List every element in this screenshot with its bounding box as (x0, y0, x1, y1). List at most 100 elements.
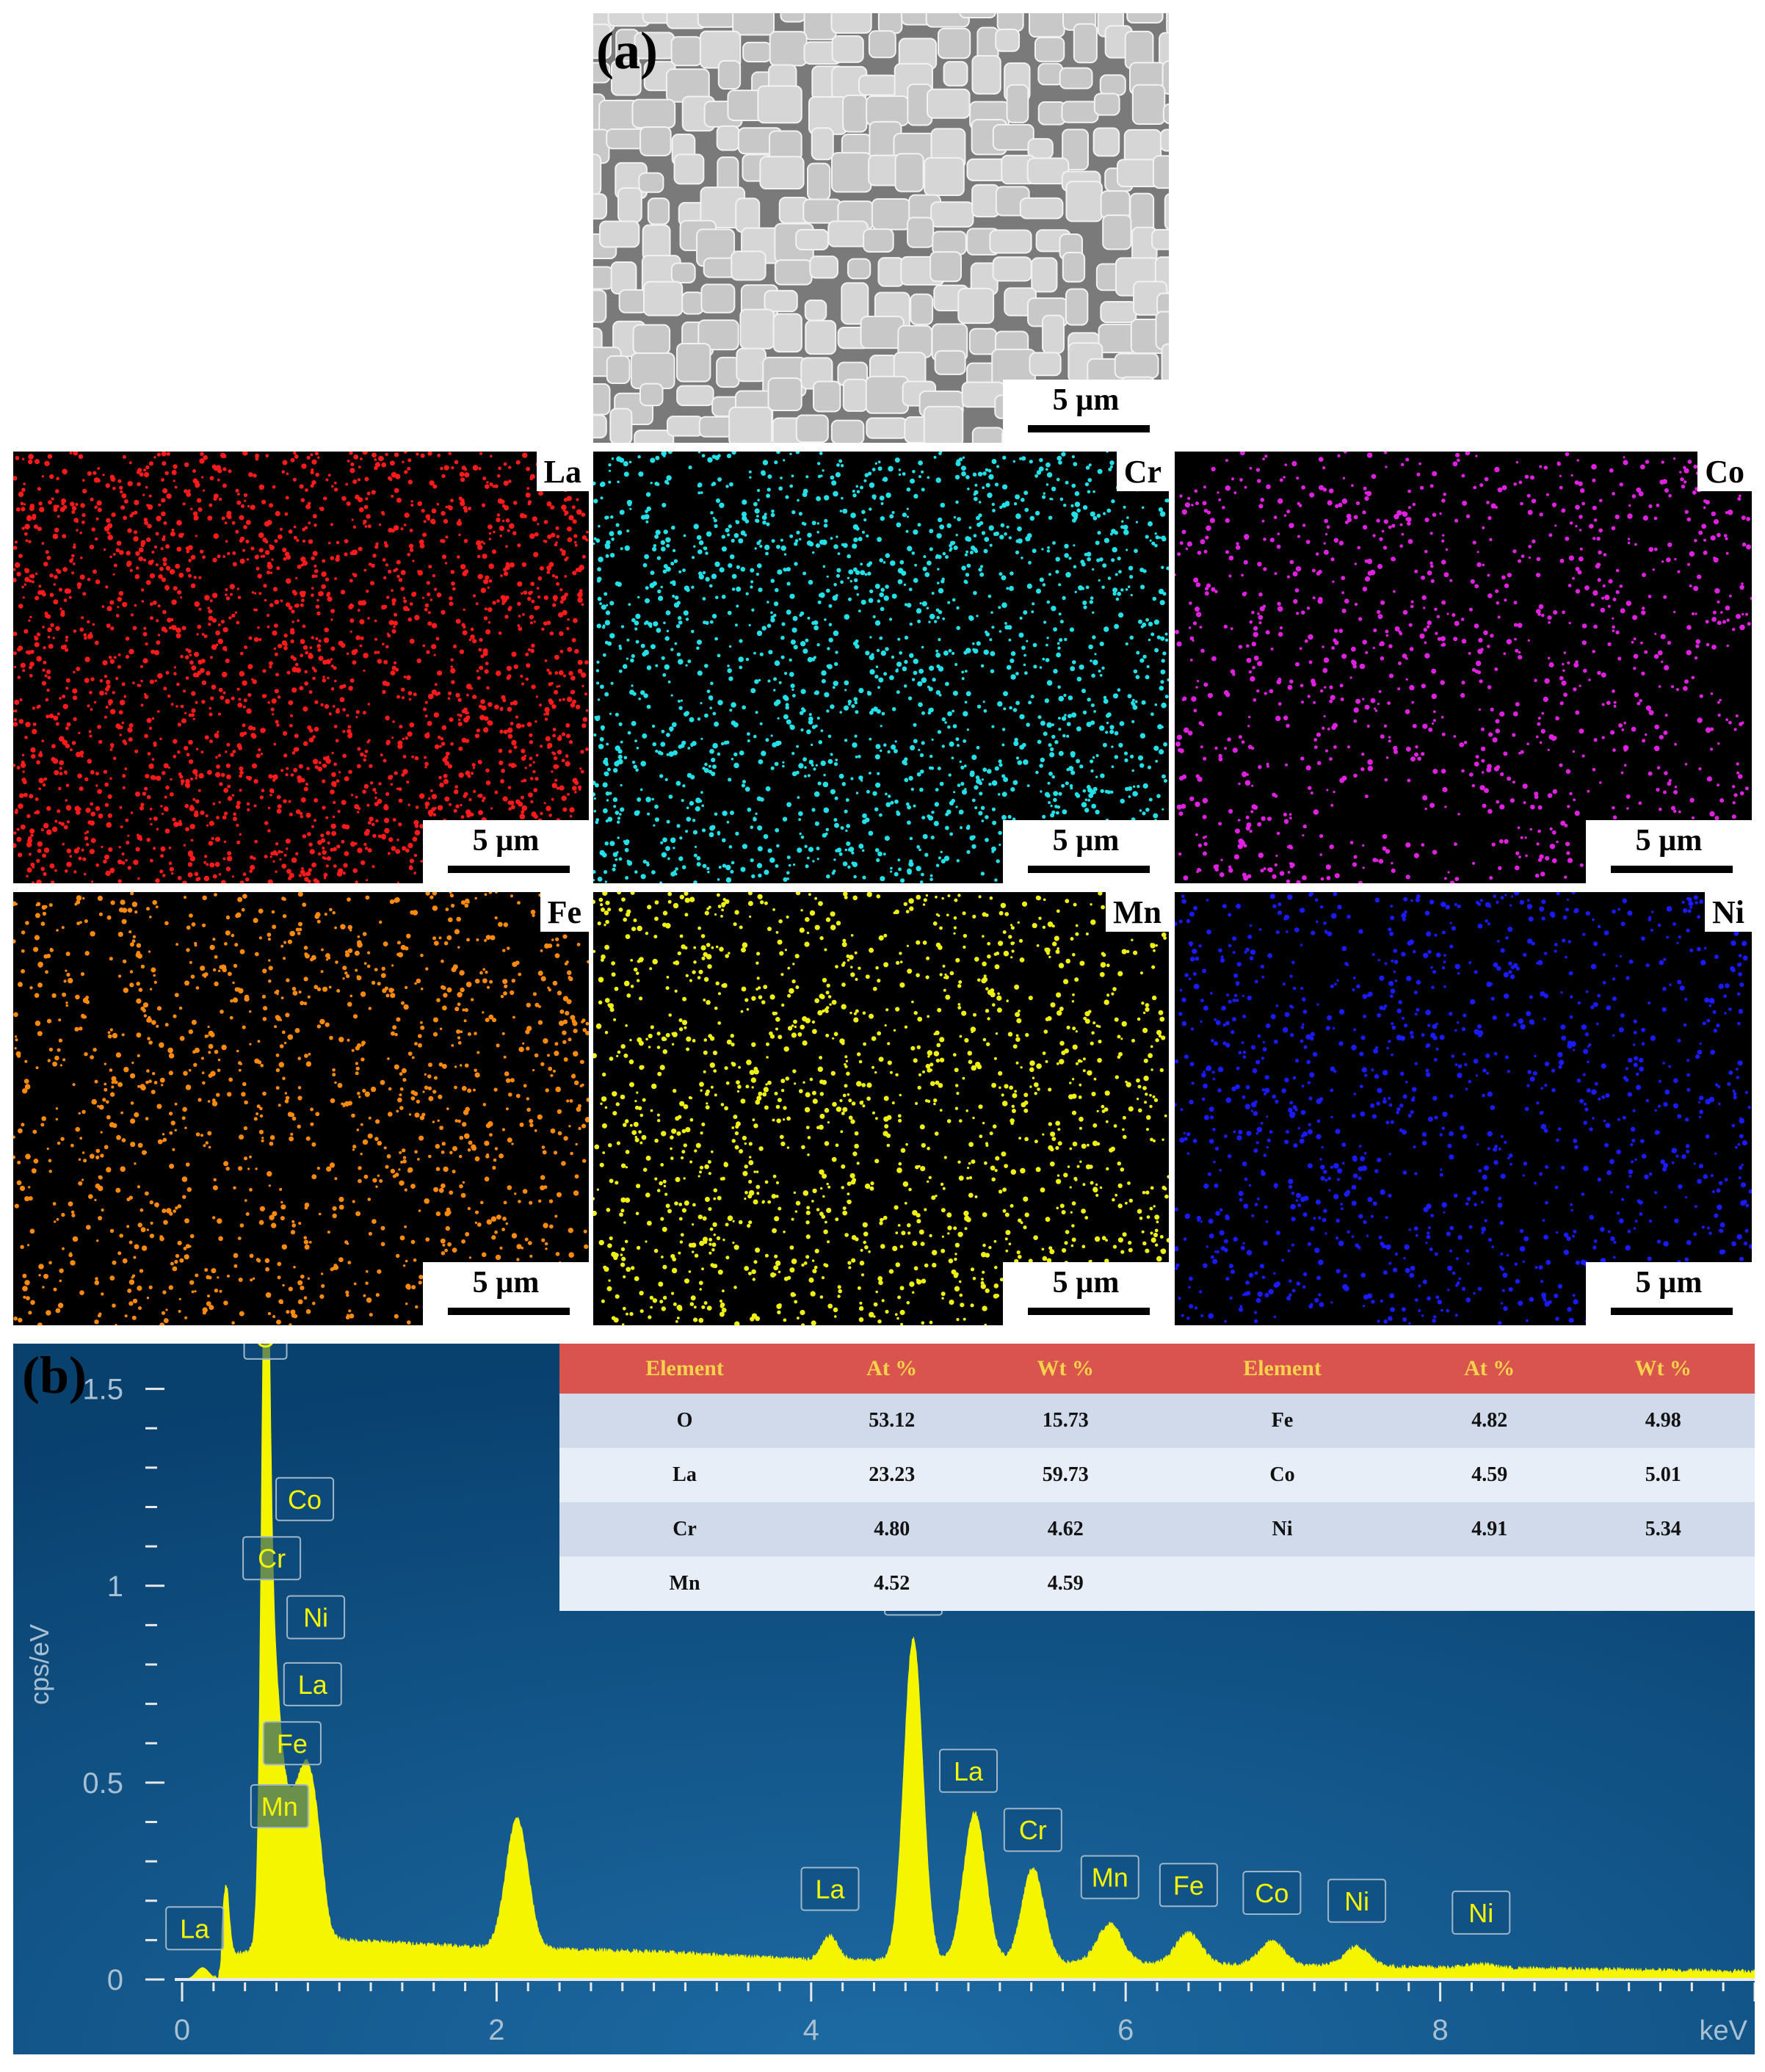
map-dot (726, 820, 730, 824)
sem-grain (877, 257, 905, 287)
map-dot (243, 493, 248, 497)
map-dot (450, 667, 456, 674)
map-dot (338, 771, 341, 774)
map-dot (612, 797, 618, 803)
map-dot (1633, 653, 1639, 659)
map-dot (242, 705, 246, 709)
map-dot (572, 570, 577, 576)
map-dot (460, 564, 466, 570)
map-dot (664, 778, 668, 781)
map-dot (18, 604, 23, 609)
map-dot (650, 457, 656, 463)
map-dot (1526, 742, 1529, 745)
map-dot (535, 753, 539, 757)
map-dot (97, 507, 102, 512)
map-dot (596, 623, 601, 629)
map-dot (847, 576, 850, 579)
map-dot (17, 648, 21, 652)
map-dot (615, 811, 620, 815)
map-dot (534, 777, 539, 781)
map-dot (211, 836, 214, 841)
map-dot (351, 549, 357, 556)
map-dot (308, 728, 314, 733)
map-dot (658, 595, 664, 601)
map-dot (69, 855, 73, 858)
map-dot (1041, 548, 1044, 551)
map-dot (807, 774, 811, 778)
map-dot (1004, 501, 1010, 506)
map-dot (158, 574, 163, 579)
map-dot (117, 479, 122, 483)
map-dot (487, 586, 490, 589)
map-dot (880, 650, 886, 656)
map-dot (294, 733, 299, 739)
map-dot (292, 657, 297, 662)
map-dot (593, 733, 597, 737)
map-dot (757, 488, 761, 493)
map-dot (206, 824, 209, 827)
map-dot (904, 757, 908, 761)
map-dot (204, 855, 208, 858)
map-dot (821, 670, 827, 676)
map-dot (149, 602, 153, 606)
map-dot (444, 796, 450, 802)
map-dot (1003, 707, 1007, 711)
sem-micrograph: 5 µm (593, 13, 1169, 443)
map-dot (348, 769, 352, 775)
sem-grain (1037, 62, 1064, 86)
sem-grain (795, 228, 829, 251)
map-dot (1126, 516, 1129, 519)
map-dot (1013, 741, 1019, 747)
map-dot (662, 673, 667, 677)
map-dot (1015, 539, 1020, 543)
map-dot (1175, 741, 1181, 747)
map-dot (384, 817, 390, 823)
map-dot (1063, 693, 1067, 698)
sem-grain (894, 153, 924, 192)
map-dot (140, 540, 146, 546)
map-dot (362, 789, 366, 794)
map-dot (659, 774, 664, 778)
map-dot (909, 622, 913, 626)
map-dot (1324, 686, 1327, 689)
map-dot (1136, 651, 1140, 655)
map-dot (419, 543, 425, 548)
map-dot (1355, 698, 1361, 704)
map-dot (135, 792, 140, 797)
map-dot (109, 748, 113, 751)
map-dot (1032, 548, 1037, 554)
map-dot (96, 500, 102, 506)
map-dot (55, 489, 59, 493)
map-dot (1338, 502, 1343, 507)
map-dot (929, 665, 935, 671)
map-dot (1148, 797, 1153, 802)
map-dot (1592, 478, 1596, 482)
map-dot (1092, 756, 1095, 759)
map-dot (73, 670, 76, 674)
map-dot (790, 684, 795, 689)
map-dot (558, 698, 562, 702)
map-dot (909, 836, 913, 841)
map-dot (1048, 771, 1053, 776)
map-dot (1364, 496, 1369, 501)
map-dot (673, 750, 678, 756)
map-dot (98, 739, 103, 745)
map-dot (333, 847, 337, 852)
map-dot (1364, 704, 1370, 710)
map-dot (16, 827, 20, 831)
map-dot (51, 880, 55, 883)
map-dot (1500, 772, 1504, 777)
map-dot (786, 871, 790, 875)
map-dot (162, 537, 166, 542)
map-dot (817, 781, 822, 786)
map-dot (347, 725, 352, 729)
map-dot (1130, 593, 1133, 597)
map-dot (728, 778, 732, 782)
map-dot (551, 532, 556, 537)
map-dot (913, 529, 918, 535)
map-dot (754, 547, 757, 550)
map-dot (830, 704, 835, 709)
map-dot (1131, 720, 1135, 723)
map-dot (24, 524, 29, 528)
map-dot (312, 758, 319, 764)
